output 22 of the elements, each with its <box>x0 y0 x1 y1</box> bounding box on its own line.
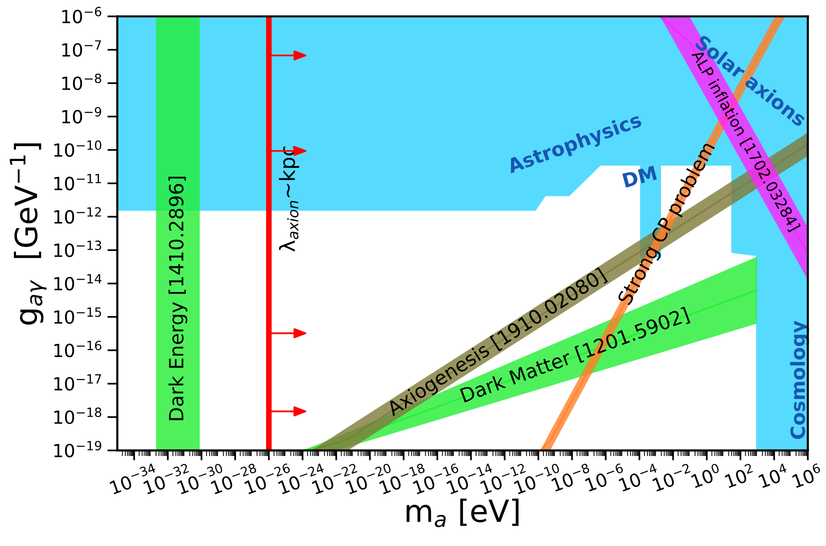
y-tick-label: 10$^{−8}$ <box>62 74 102 90</box>
y-tick-label: 10$^{−14}$ <box>54 274 102 290</box>
x-tick-label: 10$^{4}$ <box>757 463 790 488</box>
y-tick-label: 10$^{−6}$ <box>62 6 102 24</box>
y-tick-label: 10$^{−10}$ <box>54 140 102 157</box>
y-tick-label: 10$^{−17}$ <box>54 374 102 391</box>
y-tick-label: 10$^{−15}$ <box>54 308 102 324</box>
x-tick-label: 10$^{0}$ <box>690 462 722 488</box>
y-tick-label: 10$^{−19}$ <box>54 440 102 458</box>
y-tick-label: 10$^{−13}$ <box>54 240 102 258</box>
y-tick-label: 10$^{−7}$ <box>62 40 101 57</box>
y-tick-label: 10$^{−9}$ <box>62 106 102 124</box>
y-tick-label: 10$^{−18}$ <box>54 407 102 424</box>
x-tick-label: 10$^{2}$ <box>723 463 756 488</box>
x-axis-title: m$_{a}$ [eV] <box>406 498 519 528</box>
annotation: Cosmology <box>790 320 810 439</box>
y-tick-label: 10$^{−16}$ <box>54 340 102 358</box>
band-label: Dark Energy [1410.2896] <box>168 176 188 420</box>
y-tick-label: 10$^{−12}$ <box>54 207 101 224</box>
x-tick-label: 10$^{6}$ <box>790 462 824 488</box>
y-tick-label: 10$^{−11}$ <box>54 174 101 190</box>
y-axis-title: g$_{aγ}$ [GeV$^{−1}$] <box>10 143 47 325</box>
